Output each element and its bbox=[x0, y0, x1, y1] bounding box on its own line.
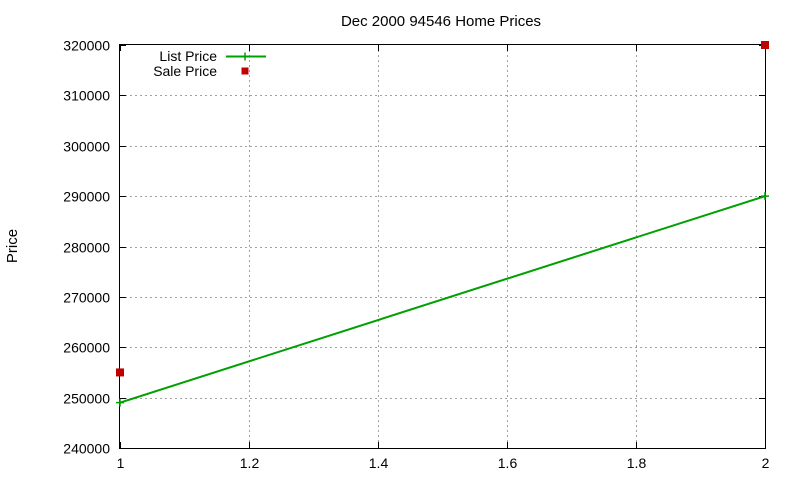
data-point-list-price bbox=[761, 192, 769, 201]
y-tick-label: 320000 bbox=[63, 38, 110, 54]
x-tick-label: 2 bbox=[762, 455, 770, 471]
x-tick-label: 1.8 bbox=[627, 455, 647, 471]
series bbox=[116, 41, 769, 407]
y-tick-label: 300000 bbox=[63, 139, 110, 155]
x-tick-label: 1 bbox=[117, 455, 125, 471]
legend-marker-sale-price bbox=[241, 67, 249, 75]
legend-label-sale-price: Sale Price bbox=[153, 63, 217, 79]
y-tick-label: 260000 bbox=[63, 340, 110, 356]
y-axis-label: Price bbox=[4, 229, 21, 263]
data-point-list-price bbox=[116, 398, 124, 407]
x-tick-label: 1.6 bbox=[498, 455, 518, 471]
data-point-sale-price bbox=[761, 41, 769, 49]
data-point-sale-price bbox=[116, 368, 124, 377]
plot-frame bbox=[119, 44, 766, 449]
legend-label-list-price: List Price bbox=[159, 48, 217, 64]
y-tick-label: 270000 bbox=[63, 290, 110, 306]
legend: List Price Sale Price bbox=[153, 48, 266, 79]
y-tick-label: 290000 bbox=[63, 189, 110, 205]
x-tick-label: 1.2 bbox=[240, 455, 260, 471]
axis-ticks: 1 1.2 1.4 1.6 1.8 2 240000 250000 260000 270000 28… bbox=[63, 38, 769, 472]
y-tick-label: 250000 bbox=[63, 391, 110, 407]
y-tick-label: 280000 bbox=[63, 240, 110, 256]
legend-marker-list-price bbox=[241, 52, 249, 61]
series-line-list-price bbox=[119, 195, 766, 404]
y-tick-label: 310000 bbox=[63, 88, 110, 104]
y-tick-label: 240000 bbox=[63, 441, 110, 457]
chart-title: Dec 2000 94546 Home Prices bbox=[341, 13, 541, 30]
grid bbox=[120, 45, 765, 448]
x-tick-label: 1.4 bbox=[369, 455, 389, 471]
